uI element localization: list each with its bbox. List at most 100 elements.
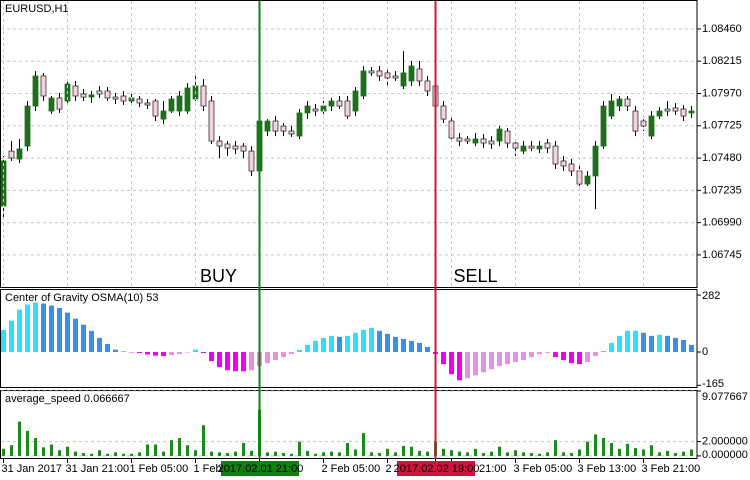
bar <box>265 352 270 364</box>
bar <box>513 352 518 363</box>
bar <box>89 330 94 353</box>
candle-body <box>88 94 95 98</box>
candle-body <box>552 145 559 165</box>
bar <box>81 324 86 353</box>
y-tick-label: 9.077667 <box>702 391 748 403</box>
bar <box>305 344 310 353</box>
bar <box>322 452 325 456</box>
candle-body <box>104 90 111 99</box>
candle-body <box>456 137 463 142</box>
candle-body <box>664 108 671 112</box>
bar <box>209 352 214 362</box>
bar <box>138 452 141 456</box>
candle-body <box>280 125 287 132</box>
candle-body <box>344 100 351 117</box>
bar <box>473 352 478 376</box>
candle-body <box>312 108 319 112</box>
bar <box>130 453 133 456</box>
x-tick-label-highlight: 2017.02.02 19:00 <box>394 463 480 475</box>
bar <box>386 448 389 456</box>
bar <box>185 352 190 353</box>
bar <box>114 452 117 456</box>
bar <box>490 451 493 456</box>
candle-body <box>488 140 495 145</box>
bar <box>249 352 254 371</box>
bar <box>330 451 333 456</box>
bar <box>682 451 685 456</box>
y-tick-label: 1.07235 <box>702 184 742 196</box>
candle-body <box>616 98 623 107</box>
candle-body <box>144 102 151 106</box>
candle-body <box>608 100 615 117</box>
bar <box>121 351 126 353</box>
bar <box>42 447 45 456</box>
bar <box>658 452 661 456</box>
y-tick-label: 1.07725 <box>702 120 742 132</box>
candle-body <box>504 130 511 144</box>
bar <box>1 329 6 353</box>
candle-body <box>680 108 687 117</box>
candle-body <box>408 65 415 82</box>
candle-body <box>56 97 63 110</box>
bar <box>442 448 445 456</box>
y-tick-label: 2.000000 <box>702 436 748 448</box>
bar <box>281 352 286 358</box>
candle-body <box>368 70 375 74</box>
bar <box>346 443 349 456</box>
bar <box>530 453 533 456</box>
bar <box>385 333 390 353</box>
candle-body <box>248 150 255 172</box>
bar <box>689 344 694 353</box>
bar <box>282 453 285 456</box>
candle-body <box>208 100 215 142</box>
bar <box>481 352 486 373</box>
bar <box>313 340 318 353</box>
bar <box>529 352 534 358</box>
bar <box>9 320 14 353</box>
candle-body <box>80 93 87 98</box>
bar <box>169 352 174 356</box>
candle-body <box>224 143 231 149</box>
x-tick-label: 31 Jan 2017 <box>2 463 63 475</box>
bar <box>57 307 62 353</box>
candle-body <box>288 130 295 135</box>
bar <box>145 352 150 355</box>
bar <box>201 352 206 354</box>
y-tick-label: -165 <box>702 378 724 390</box>
bar <box>674 453 677 456</box>
candle-body <box>376 70 383 77</box>
candle-body <box>120 95 127 102</box>
bar <box>242 443 245 456</box>
candle-body <box>544 142 551 149</box>
bar <box>618 448 621 456</box>
bar <box>458 451 461 456</box>
x-tick-label: 1 Feb <box>194 463 222 475</box>
bar <box>449 352 454 375</box>
bar <box>593 352 598 357</box>
bar <box>90 453 93 456</box>
y-tick-label: 1.06745 <box>702 249 742 261</box>
bar <box>641 332 646 353</box>
bar <box>489 352 494 370</box>
bar <box>633 330 638 353</box>
signal-label: BUY <box>200 266 237 286</box>
chart-title: EURUSD,H1 <box>5 3 69 15</box>
candle-body <box>400 72 407 87</box>
bar <box>337 336 342 353</box>
bar <box>218 452 221 456</box>
bar <box>361 329 366 353</box>
bar <box>505 352 510 365</box>
bar <box>122 453 125 456</box>
bar <box>401 338 406 353</box>
bar <box>370 452 373 456</box>
bar <box>82 453 85 456</box>
bar <box>657 334 662 353</box>
bar <box>234 451 237 456</box>
candle-body <box>416 68 423 82</box>
bar <box>546 452 549 456</box>
bar <box>393 336 398 353</box>
candle-body <box>392 75 399 79</box>
candle-body <box>424 80 431 92</box>
bar <box>506 452 509 456</box>
bar <box>65 312 70 353</box>
